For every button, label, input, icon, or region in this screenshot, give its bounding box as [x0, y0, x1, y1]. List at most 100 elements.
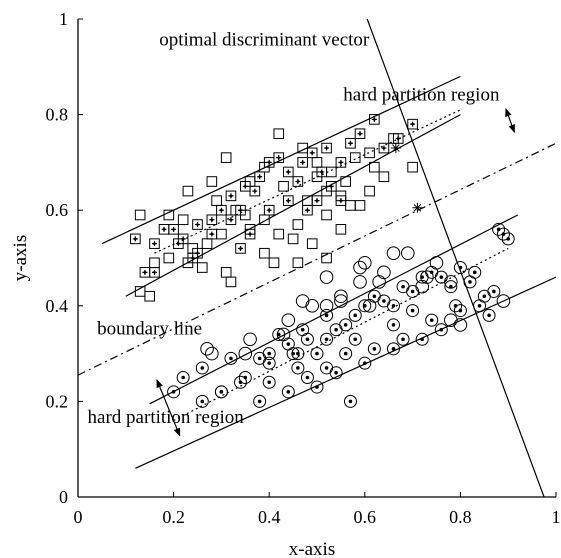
point-circle-dot-66 — [320, 332, 334, 346]
point-circle-dot-61 — [396, 332, 410, 346]
point-circle-dot-58 — [453, 304, 467, 318]
point-square-39 — [268, 257, 280, 269]
point-circle-18 — [200, 342, 214, 356]
x-tick-label-1: 0.2 — [162, 507, 185, 527]
y-axis-title: y-axis — [10, 235, 31, 281]
point-circle-dot-51 — [291, 361, 305, 375]
point-circle-dot-62 — [343, 394, 357, 408]
y-tick-label-2: 0.4 — [46, 296, 69, 316]
point-square-45 — [407, 161, 418, 173]
point-square-1 — [134, 209, 146, 221]
point-circle-dot-33 — [501, 232, 515, 246]
point-circle-dot-1 — [167, 385, 181, 399]
point-circle-dot-18 — [358, 299, 372, 313]
point-circle-dot-29 — [468, 265, 482, 279]
point-square-dot-25 — [378, 142, 390, 154]
boundary-line-annotation: boundary line — [97, 318, 202, 339]
point-square-7 — [273, 128, 285, 140]
point-circle-dot-44 — [300, 371, 314, 384]
point-circle-dot-65 — [296, 323, 310, 337]
point-square-20 — [335, 224, 347, 235]
y-tick-label-0: 0 — [59, 487, 68, 507]
point-circle-1 — [205, 346, 219, 361]
point-circle-15 — [334, 294, 348, 308]
point-circle-dot-36 — [449, 299, 463, 313]
point-circle-dot-10 — [281, 337, 295, 351]
point-square-dot-18 — [306, 147, 318, 159]
point-circle-dot-56 — [415, 332, 429, 346]
point-circle-dot-38 — [406, 304, 420, 318]
x-tick-label-3: 0.6 — [354, 507, 377, 527]
point-circle-dot-12 — [300, 332, 314, 346]
point-circle-dot-2 — [176, 371, 190, 384]
point-square-dot-7 — [216, 204, 227, 216]
point-square-dot-3 — [168, 224, 179, 235]
point-square-dot-24 — [369, 114, 380, 125]
point-circle-dot-50 — [195, 394, 209, 408]
point-circle-dot-3 — [195, 361, 209, 375]
point-circle-dot-6 — [238, 371, 252, 384]
y-tick-label-4: 0.8 — [46, 105, 69, 125]
point-circle-19 — [353, 260, 367, 275]
point-circle-14 — [305, 299, 320, 313]
point-circle-dot-49 — [214, 385, 228, 399]
point-circle-21 — [319, 299, 334, 313]
hard-partition-annotation-top: hard partition region — [343, 84, 500, 105]
point-square-4 — [220, 152, 232, 163]
point-circle-23 — [415, 279, 429, 294]
point-circle-dot-15 — [329, 323, 343, 337]
point-square-dot-37 — [158, 224, 170, 235]
point-circle-dot-30 — [477, 289, 491, 303]
point-square-52 — [163, 209, 175, 221]
point-circle-dot-8 — [262, 347, 276, 361]
x-tick-label-2: 0.4 — [258, 507, 281, 527]
point-circle-dot-5 — [224, 351, 238, 365]
y-tick-label-5: 1 — [59, 9, 68, 29]
point-square-49 — [278, 181, 289, 192]
point-square-dot-28 — [321, 142, 332, 154]
point-square-dot-6 — [206, 214, 218, 226]
y-tick-label-3: 0.6 — [46, 200, 69, 220]
point-square-dot-30 — [283, 195, 294, 206]
point-circle-dot-35 — [463, 275, 477, 289]
point-circle-7 — [353, 275, 367, 289]
point-square-dot-40 — [187, 252, 199, 264]
intersection-star-1 — [412, 202, 423, 213]
point-circle-dot-37 — [425, 313, 439, 327]
point-square-dot-16 — [292, 176, 304, 187]
point-circle-dot-46 — [262, 375, 276, 389]
point-square-27 — [216, 228, 227, 240]
point-circle-dot-32 — [496, 227, 510, 241]
point-circle-dot-63 — [286, 347, 300, 361]
point-circle-9 — [401, 246, 415, 261]
point-square-43 — [287, 233, 299, 245]
point-circle-dot-16 — [339, 318, 353, 332]
point-square-dot-9 — [235, 204, 246, 216]
point-circle-5 — [319, 270, 334, 284]
point-square-dot-21 — [335, 157, 347, 168]
series-4 — [167, 222, 515, 408]
point-square-dot-8 — [225, 190, 237, 202]
point-circle-3 — [281, 313, 296, 327]
point-circle-dot-27 — [444, 280, 458, 294]
point-square-41 — [306, 238, 318, 249]
discriminant-vector-line — [366, 19, 545, 497]
point-square-22 — [292, 219, 304, 230]
point-circle-20 — [386, 246, 401, 261]
title-annotation: optimal discriminant vector — [159, 29, 370, 50]
point-circle-dot-34 — [492, 222, 506, 236]
annotations: optimal discriminant vector hard partitio… — [88, 29, 500, 428]
point-square-42 — [321, 252, 332, 264]
point-square-38 — [259, 247, 270, 259]
point-square-47 — [349, 152, 361, 163]
point-circle-dot-53 — [329, 366, 343, 380]
point-square-dot-39 — [139, 267, 151, 278]
point-circle-dot-13 — [310, 347, 324, 361]
partition-line-6 — [173, 247, 509, 422]
point-circle-6 — [334, 289, 348, 304]
partition-line-4 — [78, 142, 556, 376]
point-circle-dot-20 — [377, 294, 391, 308]
point-square-32 — [149, 257, 160, 269]
point-square-dot-11 — [249, 185, 261, 197]
point-square-dot-43 — [335, 195, 347, 206]
